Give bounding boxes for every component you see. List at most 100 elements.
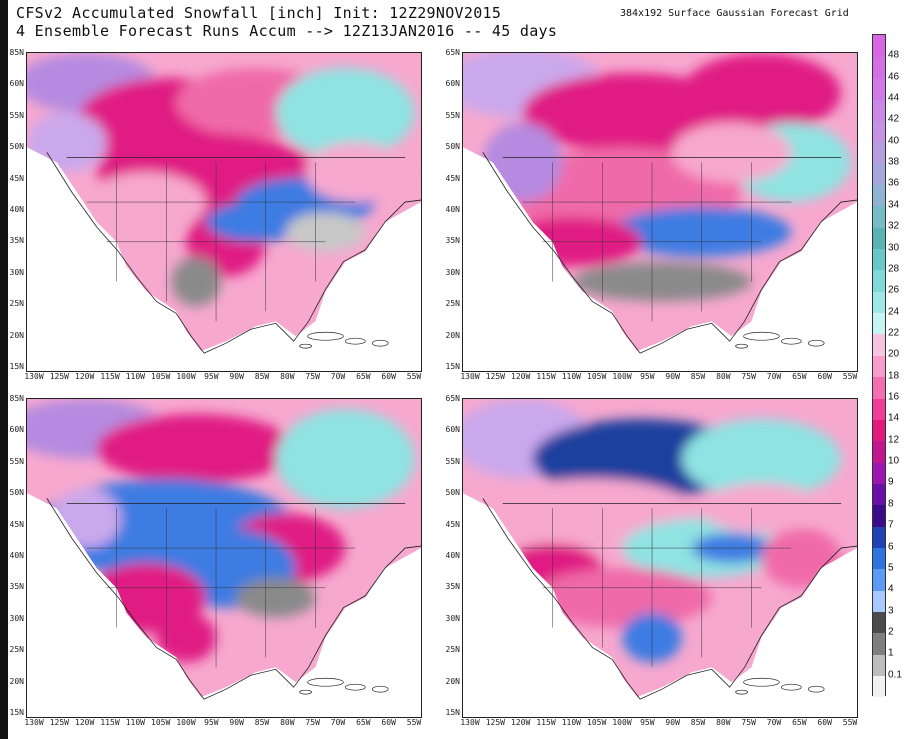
colorbar-tick-label: 3 bbox=[888, 605, 894, 617]
colorbar-cell bbox=[873, 483, 885, 506]
longitude-label: 130W bbox=[24, 372, 44, 381]
latitude-label: 85N bbox=[9, 48, 24, 57]
map-panel-run-2: 65N 60N 55N 50N 45N 40N 35N 30N 25N 20N 15N 130W 125… bbox=[446, 48, 858, 381]
snowfall-region bbox=[156, 612, 217, 663]
latitude-label: 20N bbox=[9, 330, 24, 340]
latitude-label: 30N bbox=[445, 613, 460, 623]
longitude-label: 115W bbox=[536, 372, 556, 381]
latitude-label: 35N bbox=[445, 236, 460, 246]
longitude-label: 115W bbox=[536, 718, 556, 727]
longitude-label: 120W bbox=[511, 718, 531, 727]
colorbar-tick-label: 8 bbox=[888, 498, 894, 510]
longitude-label: 120W bbox=[75, 372, 95, 381]
longitude-label: 70W bbox=[766, 718, 782, 727]
colorbar-tick-label: 0.1 bbox=[888, 669, 902, 681]
longitude-label: 85W bbox=[254, 718, 270, 727]
colorbar-cell bbox=[873, 419, 885, 442]
latitude-label: 30N bbox=[9, 613, 24, 623]
snowfall-region bbox=[275, 67, 416, 158]
latitude-label: 60N bbox=[9, 79, 24, 89]
longitude-label: 95W bbox=[640, 372, 655, 381]
latitude-label: 85N bbox=[9, 394, 24, 403]
latitude-label: 40N bbox=[9, 205, 24, 214]
longitude-labels: 130W 125W 120W 115W 110W 105W 100W 95W 90W 85W 80W… bbox=[24, 372, 422, 384]
colorbar-cell bbox=[873, 35, 885, 57]
colorbar-cell bbox=[873, 526, 885, 548]
colorbar-tick-label: 5 bbox=[888, 562, 894, 574]
snowfall-region bbox=[171, 256, 222, 307]
colorbar-cell bbox=[873, 547, 885, 570]
snowfall-region bbox=[285, 212, 366, 252]
longitude-label: 100W bbox=[176, 718, 196, 727]
longitude-label: 65W bbox=[792, 718, 807, 727]
latitude-label: 65N bbox=[445, 48, 460, 57]
colorbar-cell bbox=[873, 269, 885, 292]
longitude-label: 60W bbox=[817, 372, 832, 381]
colorbar-tick-label: 48 bbox=[888, 49, 900, 61]
chart-title-line-1: CFSv2 Accumulated Snowfall [inch] Init: … bbox=[16, 4, 502, 22]
longitude-label: 70W bbox=[766, 372, 782, 381]
longitude-label: 125W bbox=[49, 718, 69, 727]
colorbar-tick-label: 1 bbox=[888, 647, 894, 659]
latitude-label: 35N bbox=[445, 582, 460, 592]
colorbar-cell bbox=[873, 376, 885, 399]
longitude-label: 110W bbox=[561, 718, 581, 727]
colorbar-cell bbox=[873, 590, 885, 613]
colorbar-tick-label: 26 bbox=[888, 284, 900, 296]
longitude-label: 90W bbox=[665, 718, 680, 727]
longitude-label: 90W bbox=[229, 372, 244, 381]
longitude-label: 80W bbox=[280, 718, 295, 727]
snowfall-region bbox=[671, 122, 792, 183]
longitude-label: 85W bbox=[690, 718, 706, 727]
longitude-label: 95W bbox=[204, 372, 219, 381]
latitude-label: 30N bbox=[445, 267, 460, 277]
colorbar-cell bbox=[873, 568, 885, 591]
longitude-label: 80W bbox=[716, 372, 731, 381]
colorbar-tick-label: 7 bbox=[888, 519, 894, 531]
colorbar-cell bbox=[873, 333, 885, 356]
colorbar-tick-label: 34 bbox=[888, 199, 900, 211]
longitude-label: 70W bbox=[330, 372, 346, 381]
longitude-label: 125W bbox=[485, 372, 505, 381]
longitude-label: 130W bbox=[24, 718, 44, 727]
longitude-labels: 130W 125W 120W 115W 110W 105W 100W 95W 90W 85W 80W… bbox=[24, 718, 422, 730]
colorbar-cell bbox=[873, 291, 885, 314]
latitude-label: 25N bbox=[445, 645, 460, 655]
latitude-label: 35N bbox=[9, 236, 24, 246]
colorbar-tick-label: 44 bbox=[888, 92, 900, 104]
colorbar-cell bbox=[873, 504, 885, 527]
snowfall-map-4 bbox=[462, 398, 858, 718]
colorbar-tick-label: 22 bbox=[888, 327, 900, 339]
latitude-label: 35N bbox=[9, 582, 24, 592]
longitude-label: 130W bbox=[460, 718, 480, 727]
longitude-label: 125W bbox=[485, 718, 505, 727]
latitude-label: 20N bbox=[445, 676, 460, 686]
longitude-label: 95W bbox=[204, 718, 219, 727]
snowfall-map-1 bbox=[26, 52, 422, 372]
longitude-label: 85W bbox=[254, 372, 270, 381]
colorbar-cell bbox=[873, 440, 885, 463]
colorbar-cell bbox=[873, 632, 885, 655]
longitude-label: 105W bbox=[151, 372, 171, 381]
colorbar-cell bbox=[873, 184, 885, 207]
longitude-label: 70W bbox=[330, 718, 346, 727]
colorbar-cell bbox=[873, 99, 885, 121]
snowfall-region bbox=[275, 408, 416, 509]
snowfall-map-2 bbox=[462, 52, 858, 372]
snowfall-colorbar bbox=[872, 34, 886, 698]
colorbar-cell bbox=[873, 248, 885, 271]
longitude-label: 55W bbox=[842, 718, 858, 727]
longitude-label: 75W bbox=[305, 718, 320, 727]
latitude-label: 45N bbox=[9, 173, 24, 183]
colorbar-cell bbox=[873, 163, 885, 185]
map-panel-run-4: 65N 60N 55N 50N 45N 40N 35N 30N 25N 20N 15N 130W 125… bbox=[446, 394, 858, 727]
colorbar-cell bbox=[873, 611, 885, 634]
latitude-label: 50N bbox=[9, 142, 24, 152]
colorbar-tick-label: 42 bbox=[888, 113, 900, 125]
longitude-label: 110W bbox=[561, 372, 581, 381]
longitude-label: 90W bbox=[229, 718, 244, 727]
longitude-label: 110W bbox=[125, 718, 145, 727]
colorbar-cell bbox=[873, 77, 885, 100]
latitude-label: 15N bbox=[445, 708, 460, 717]
colorbar-cell bbox=[873, 462, 885, 484]
